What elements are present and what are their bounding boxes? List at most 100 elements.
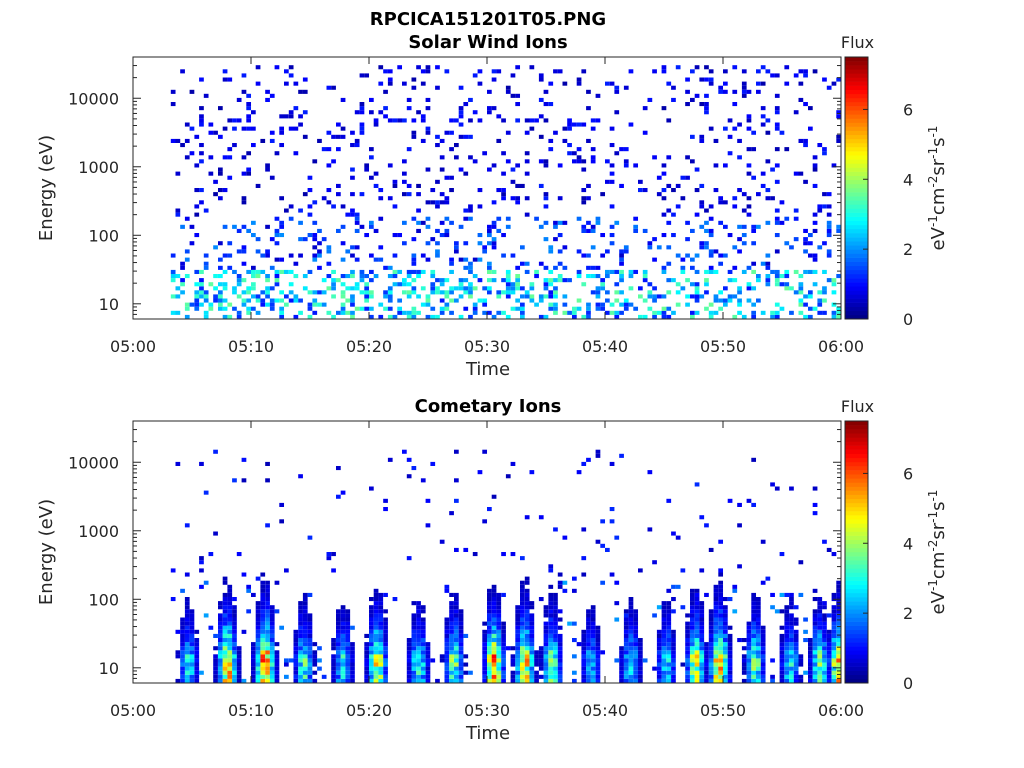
heatmap-cell: [449, 621, 454, 626]
heatmap-cell: [590, 118, 596, 123]
heatmap-cell: [774, 302, 780, 307]
heatmap-cell: [397, 310, 403, 315]
heatmap-cell: [454, 674, 459, 679]
heatmap-cell: [496, 642, 502, 647]
heatmap-cell: [548, 138, 554, 143]
heatmap-cell: [199, 282, 204, 287]
heatmap-cell: [694, 633, 700, 638]
heatmap-cell: [416, 646, 421, 651]
heatmap-cell: [524, 592, 530, 597]
heatmap-cell: [260, 666, 266, 671]
heatmap-cell: [638, 674, 643, 679]
heatmap-cell: [487, 646, 492, 651]
heatmap-cell: [378, 633, 384, 638]
heatmap-cell: [543, 237, 549, 242]
heatmap-cell: [595, 650, 601, 655]
heatmap-cell: [274, 216, 280, 221]
heatmap-cell: [416, 678, 421, 683]
colorbar-swatch: [845, 449, 868, 455]
colorbar-swatch: [845, 73, 868, 78]
heatmap-cell: [623, 249, 629, 254]
heatmap-cell: [378, 302, 384, 307]
heatmap-cell: [255, 654, 261, 659]
colorbar-swatch: [845, 159, 868, 164]
heatmap-cell: [746, 678, 752, 683]
heatmap-cell: [553, 294, 558, 299]
heatmap-cell: [741, 81, 747, 86]
heatmap-cell: [298, 642, 303, 647]
heatmap-cell: [269, 605, 275, 610]
heatmap-cell: [402, 171, 407, 176]
heatmap-cell: [520, 597, 525, 602]
heatmap-cell: [548, 564, 554, 569]
heatmap-cell: [354, 138, 360, 143]
heatmap-cell: [751, 625, 757, 630]
heatmap-cell: [373, 654, 379, 659]
heatmap-cell: [543, 282, 549, 287]
heatmap-cell: [416, 674, 421, 679]
heatmap-cell: [189, 654, 195, 659]
heatmap-cell: [515, 613, 521, 618]
heatmap-cell: [354, 245, 360, 250]
heatmap-cell: [690, 282, 695, 287]
heatmap-cell: [628, 678, 634, 683]
heatmap-cell: [321, 674, 327, 679]
heatmap-cell: [789, 642, 794, 647]
heatmap-cell: [548, 625, 554, 630]
heatmap-cell: [175, 171, 181, 176]
heatmap-cell: [279, 298, 285, 303]
heatmap-cell: [265, 461, 270, 466]
heatmap-cell: [647, 470, 653, 475]
colorbar-swatch: [845, 437, 868, 442]
heatmap-cell: [302, 613, 308, 618]
heatmap-cell: [727, 678, 733, 683]
heatmap-cell: [515, 674, 521, 679]
heatmap-cell: [218, 188, 223, 193]
heatmap-cell: [727, 646, 733, 651]
heatmap-cell: [175, 310, 181, 315]
heatmap-cell: [671, 658, 676, 663]
heatmap-cell: [435, 678, 440, 683]
heatmap-cell: [184, 617, 190, 622]
heatmap-cell: [496, 294, 502, 299]
heatmap-cell: [496, 658, 502, 663]
heatmap-cell: [723, 200, 728, 205]
heatmap-cell: [269, 633, 275, 638]
heatmap-cell: [534, 654, 539, 659]
heatmap-cell: [529, 126, 535, 131]
heatmap-cell: [822, 662, 827, 667]
heatmap-cell: [690, 159, 695, 164]
heatmap-cell: [524, 621, 530, 626]
heatmap-cell: [336, 183, 341, 188]
heatmap-cell: [628, 646, 634, 651]
heatmap-cell: [614, 282, 620, 287]
heatmap-cell: [288, 110, 294, 115]
heatmap-cell: [808, 306, 813, 311]
heatmap-cell: [680, 286, 686, 291]
heatmap-cell: [336, 670, 341, 675]
heatmap-cell: [614, 89, 620, 94]
heatmap-cell: [656, 605, 662, 610]
heatmap-cell: [222, 306, 228, 311]
heatmap-cell: [298, 605, 303, 610]
heatmap-cell: [425, 678, 431, 683]
heatmap-cell: [425, 65, 431, 70]
heatmap-cell: [227, 646, 233, 651]
heatmap-cell: [548, 306, 554, 311]
heatmap-cell: [671, 642, 676, 647]
heatmap-cell: [331, 294, 336, 299]
heatmap-cell: [227, 601, 233, 606]
heatmap-cell: [184, 670, 190, 675]
heatmap-cell: [751, 678, 757, 683]
heatmap-cell: [690, 97, 695, 102]
heatmap-cell: [765, 118, 771, 123]
heatmap-cell: [406, 650, 412, 655]
heatmap-cell: [458, 629, 464, 634]
heatmap-cell: [737, 298, 742, 303]
heatmap-cell: [746, 646, 752, 651]
heatmap-cell: [751, 646, 757, 651]
heatmap-cell: [671, 85, 676, 90]
heatmap-cell: [623, 674, 629, 679]
heatmap-cell: [501, 118, 506, 123]
heatmap-cell: [402, 310, 407, 315]
